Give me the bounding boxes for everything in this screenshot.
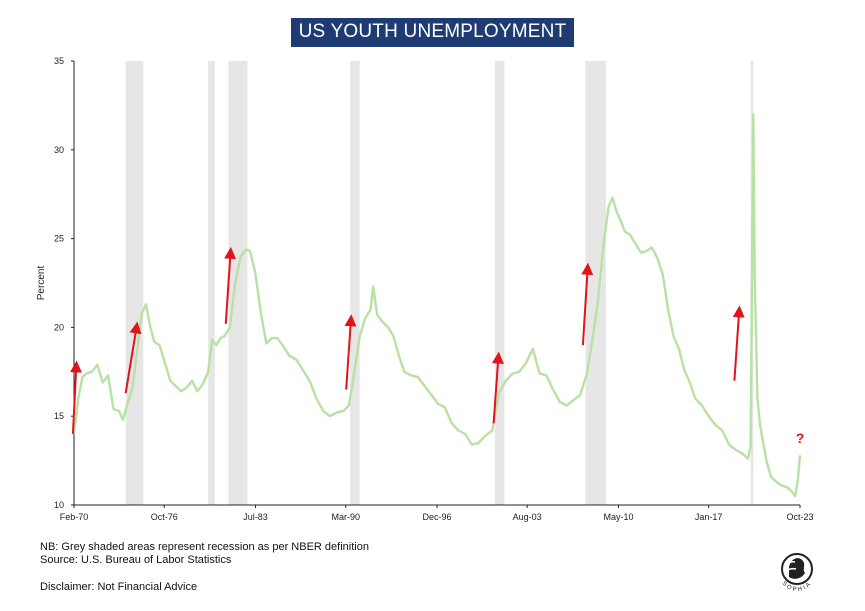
- x-tick-label: Oct-76: [151, 512, 178, 522]
- x-tick-label: Mar-90: [332, 512, 361, 522]
- disclaimer: Disclaimer: Not Financial Advice: [40, 581, 198, 593]
- chart-title: US YOUTH UNEMPLOYMENT: [290, 18, 575, 47]
- x-tick-label: May-10: [603, 512, 633, 522]
- x-tick-label: Jan-17: [695, 512, 723, 522]
- source-note: Source: U.S. Bureau of Labor Statistics: [40, 554, 232, 566]
- recession-band: [585, 61, 606, 505]
- red-arrow: [491, 351, 504, 424]
- red-arrow: [224, 246, 237, 324]
- red-arrow: [344, 314, 357, 390]
- recession-band: [208, 61, 215, 505]
- y-axis-label: Percent: [36, 266, 47, 301]
- red-arrow: [581, 262, 594, 346]
- recession-note: NB: Grey shaded areas represent recessio…: [40, 541, 369, 553]
- footnotes: NB: Grey shaded areas represent recessio…: [40, 541, 369, 567]
- recession-band: [228, 61, 248, 505]
- x-tick-label: Aug-03: [513, 512, 542, 522]
- x-tick-label: Oct-23: [786, 512, 813, 522]
- series-line: [72, 113, 802, 498]
- title-wrap: US YOUTH UNEMPLOYMENT: [0, 18, 865, 47]
- svg-text:SOPHIA: SOPHIA: [781, 581, 814, 594]
- y-tick-label: 30: [54, 145, 64, 155]
- recession-band: [494, 61, 505, 505]
- y-tick-label: 10: [54, 500, 64, 510]
- recession-band: [350, 61, 360, 505]
- x-tick-label: Dec-96: [423, 512, 452, 522]
- red-arrow: [732, 305, 745, 381]
- y-tick-label: 15: [54, 411, 64, 421]
- red-arrow: [124, 321, 142, 394]
- sophia-logo-icon: SOPHIA: [781, 553, 814, 594]
- x-tick-label: Jul-83: [243, 512, 268, 522]
- red-arrow: [70, 360, 82, 435]
- y-tick-label: 20: [54, 322, 64, 332]
- logo-text: SOPHIA: [781, 581, 812, 594]
- recession-band: [125, 61, 144, 505]
- y-tick-label: 25: [54, 234, 64, 244]
- question-annotation: ?: [796, 430, 805, 446]
- y-tick-label: 35: [54, 56, 64, 66]
- x-tick-label: Feb-70: [60, 512, 89, 522]
